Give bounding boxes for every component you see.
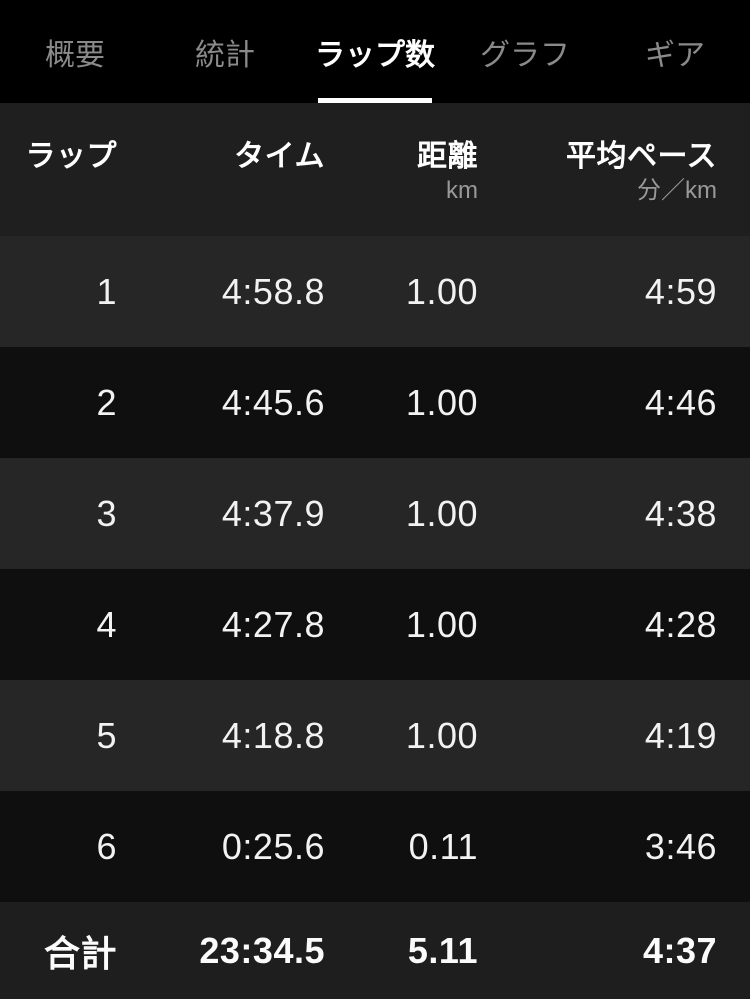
header-distance-unit: km (446, 177, 478, 204)
tab-overview[interactable]: 概要 (0, 0, 150, 103)
header-lap: ラップ (0, 103, 150, 236)
table-row: 6 0:25.6 0.11 3:46 (0, 791, 750, 902)
time-cell: 4:27.8 (221, 603, 325, 645)
distance-cell: 1.00 (405, 492, 478, 534)
distance-cell: 1.00 (405, 381, 478, 423)
distance-cell: 0.11 (408, 825, 478, 867)
total-distance-cell: 5.11 (407, 929, 478, 971)
tab-bar: 概要 統計 ラップ数 グラフ ギア (0, 0, 750, 103)
header-time: タイム (150, 103, 358, 236)
pace-cell: 4:38 (644, 492, 717, 534)
tab-graph[interactable]: グラフ (450, 0, 600, 103)
header-distance-title: 距離 (417, 140, 478, 173)
laps-table: ラップ タイム 距離 km 平均ペース 分／km 1 4:58.8 1.00 4… (0, 103, 750, 999)
table-row: 2 4:45.6 1.00 4:46 (0, 347, 750, 458)
header-pace: 平均ペース 分／km (511, 103, 750, 236)
pace-cell: 4:28 (644, 603, 717, 645)
header-pace-title: 平均ペース (566, 140, 717, 173)
header-distance: 距離 km (358, 103, 511, 236)
tab-laps-label: ラップ数 (315, 38, 435, 72)
tab-gear[interactable]: ギア (600, 0, 750, 103)
total-time-cell: 23:34.5 (199, 929, 325, 971)
total-label: 合計 (43, 932, 117, 974)
table-header: ラップ タイム 距離 km 平均ペース 分／km (0, 103, 750, 236)
active-tab-underline (318, 98, 432, 103)
pace-cell: 4:19 (644, 714, 717, 756)
table-row: 1 4:58.8 1.00 4:59 (0, 236, 750, 347)
pace-cell: 3:46 (644, 825, 717, 867)
pace-cell: 4:46 (644, 381, 717, 423)
time-cell: 4:45.6 (221, 381, 325, 423)
distance-cell: 1.00 (405, 714, 478, 756)
tab-overview-label: 概要 (45, 38, 105, 72)
distance-cell: 1.00 (405, 603, 478, 645)
tab-stats[interactable]: 統計 (150, 0, 300, 103)
lap-cell: 6 (96, 825, 117, 867)
lap-cell: 4 (96, 603, 117, 645)
lap-cell: 3 (96, 492, 117, 534)
total-row: 合計 23:34.5 5.11 4:37 (0, 902, 750, 999)
tab-gear-label: ギア (645, 38, 705, 72)
time-cell: 0:25.6 (221, 825, 325, 867)
lap-cell: 2 (96, 381, 117, 423)
table-row: 4 4:27.8 1.00 4:28 (0, 569, 750, 680)
tab-stats-label: 統計 (195, 38, 255, 72)
pace-cell: 4:59 (644, 270, 717, 312)
tab-laps[interactable]: ラップ数 (300, 0, 450, 103)
header-time-title: タイム (234, 140, 325, 173)
lap-cell: 1 (96, 270, 117, 312)
header-pace-unit: 分／km (637, 177, 717, 204)
total-pace-cell: 4:37 (642, 929, 717, 971)
table-row: 5 4:18.8 1.00 4:19 (0, 680, 750, 791)
time-cell: 4:58.8 (221, 270, 325, 312)
tab-graph-label: グラフ (480, 38, 570, 72)
time-cell: 4:18.8 (221, 714, 325, 756)
distance-cell: 1.00 (405, 270, 478, 312)
header-lap-title: ラップ (25, 140, 117, 173)
table-row: 3 4:37.9 1.00 4:38 (0, 458, 750, 569)
time-cell: 4:37.9 (221, 492, 325, 534)
lap-cell: 5 (96, 714, 117, 756)
